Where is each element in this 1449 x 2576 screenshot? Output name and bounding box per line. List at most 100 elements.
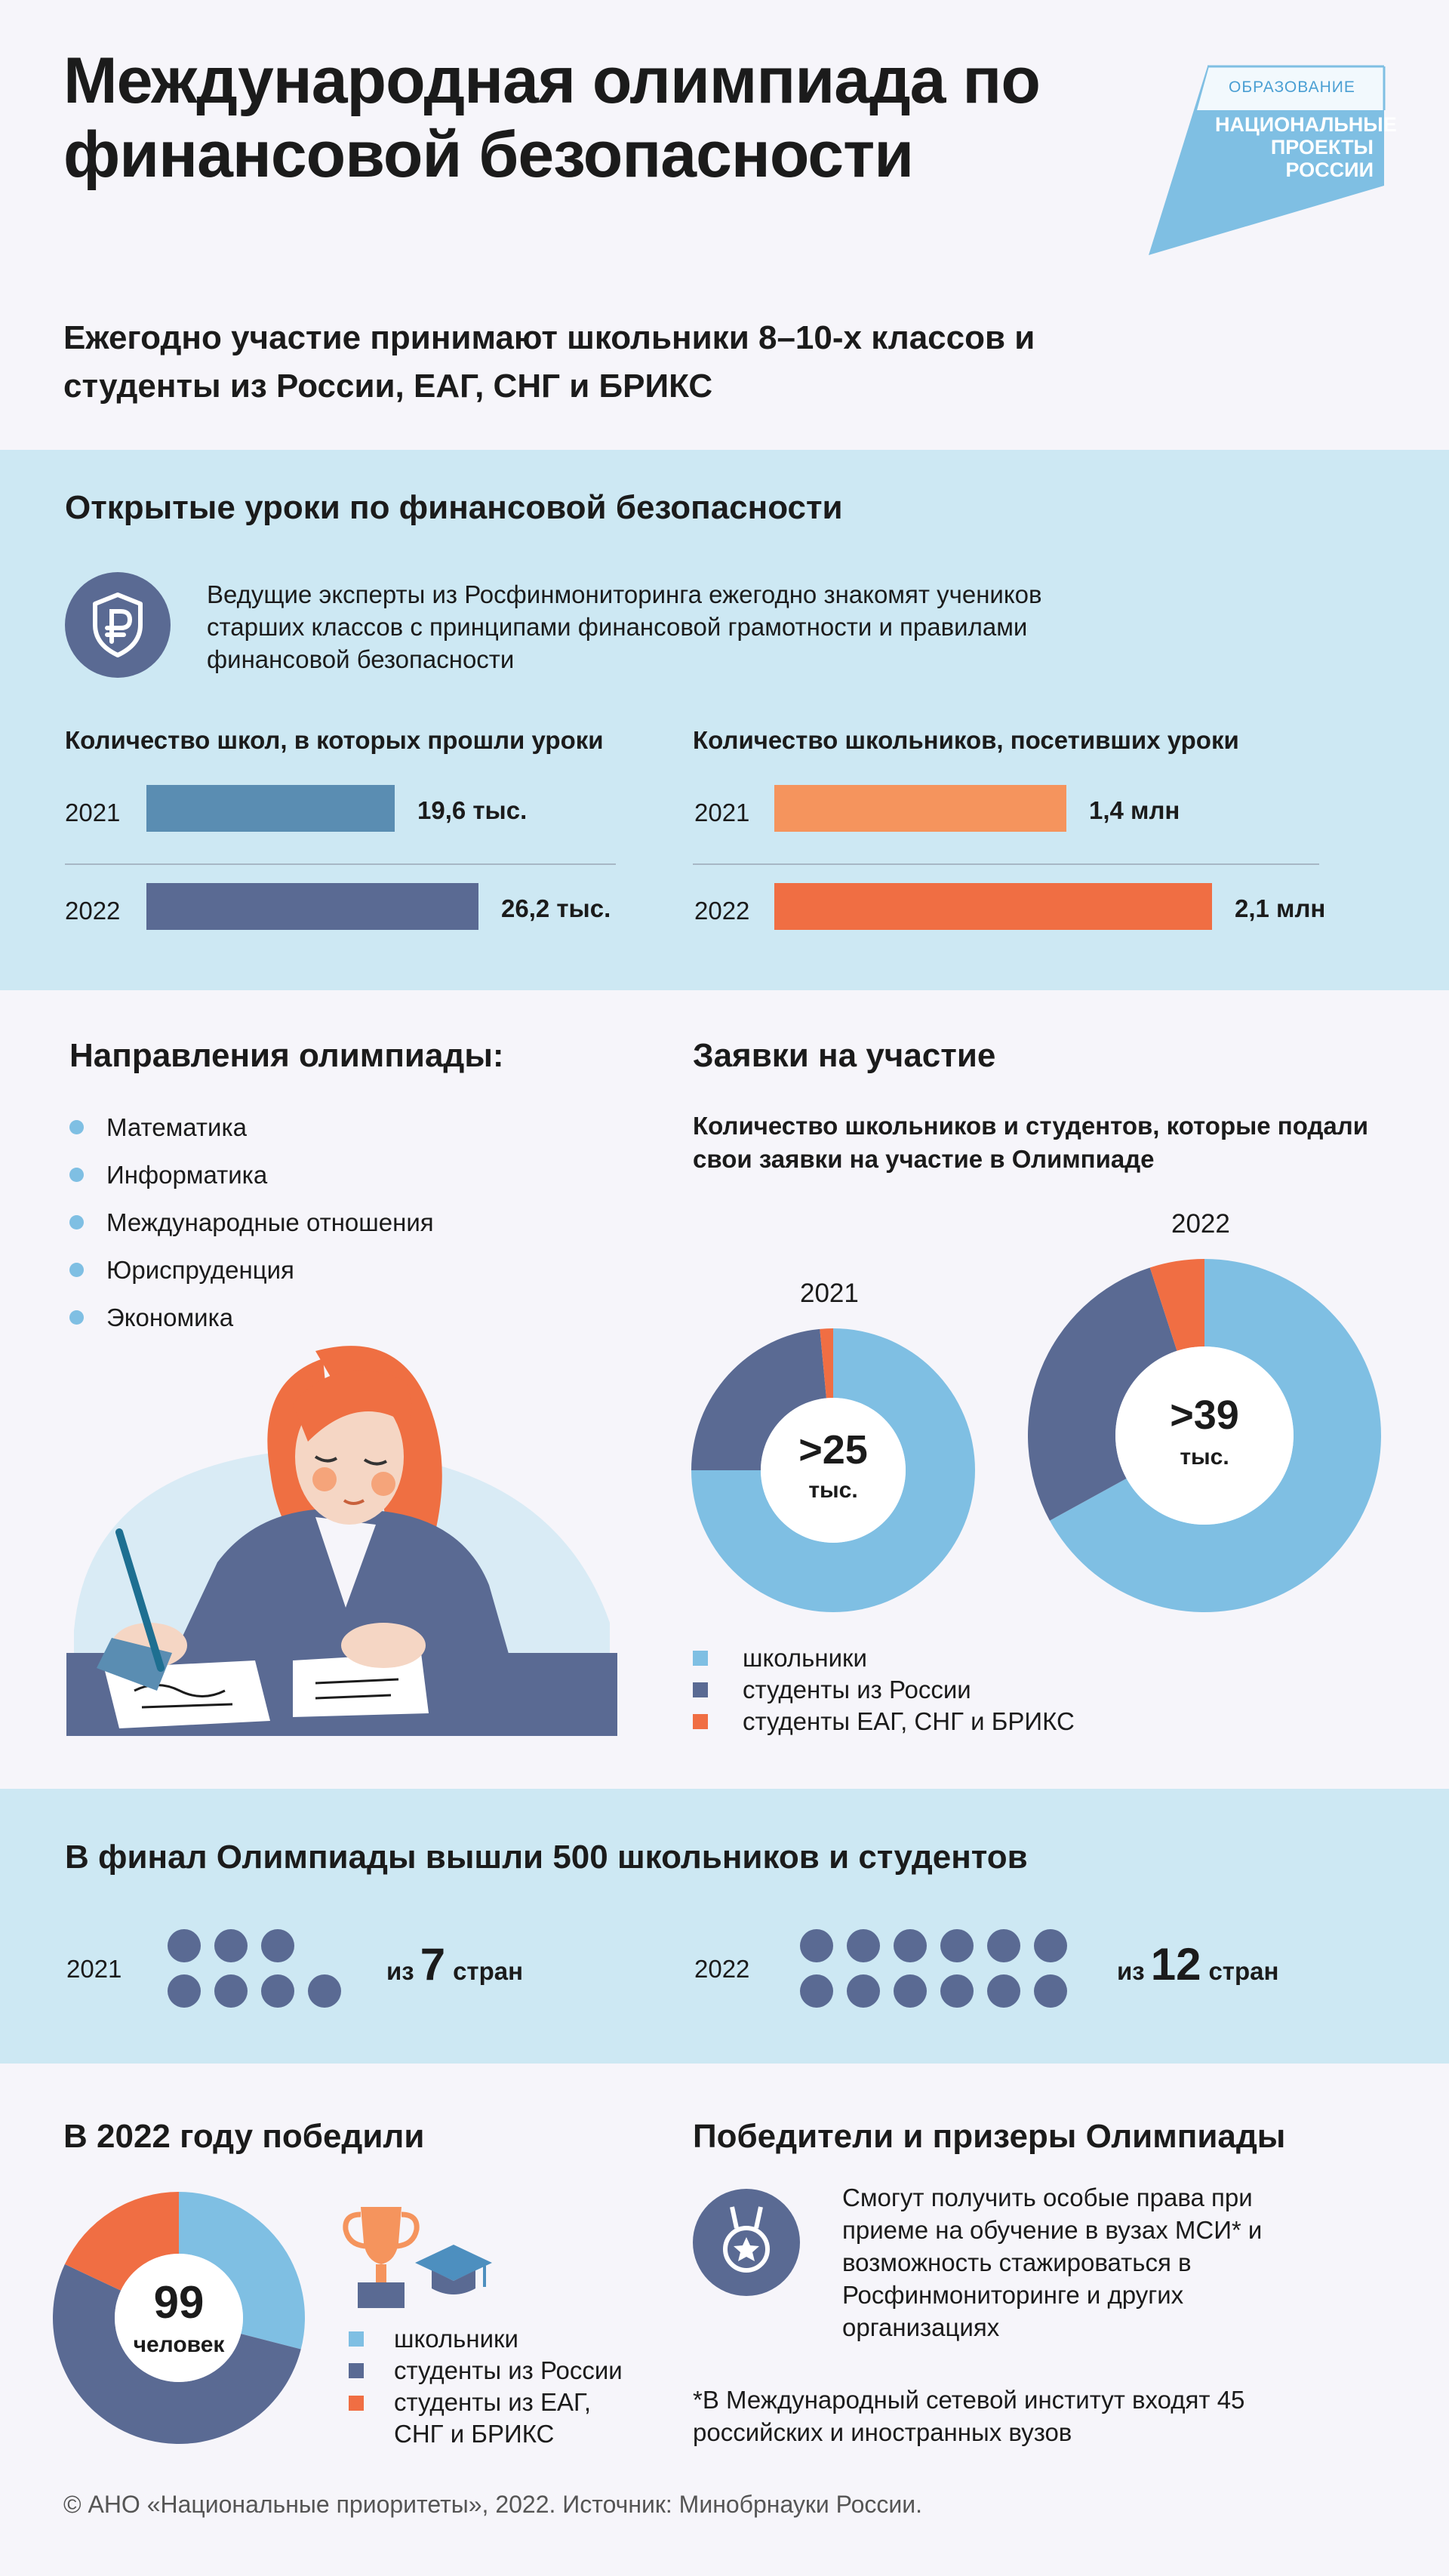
legend-swatch (349, 2363, 364, 2378)
legend-swatch (693, 1714, 708, 1729)
schools-bar-2022 (146, 883, 478, 930)
page-subtitle: Ежегодно участие принимают школьники 8–1… (63, 319, 1035, 405)
country-dot (847, 1974, 880, 2008)
list-item: Математика (69, 1103, 598, 1151)
winners-donut: 99 человек (53, 2192, 306, 2444)
direction-label: Экономика (106, 1303, 234, 1331)
donut-center-unit: человек (133, 2332, 225, 2357)
country-dot (940, 1974, 974, 2008)
donut-hole (1115, 1346, 1294, 1525)
directions-title: Направления олимпиады: (69, 1037, 504, 1074)
legend-label: школьники (743, 1644, 867, 1672)
medal-icon (693, 2189, 800, 2296)
applications-donut-2022: >39 тыс. (1028, 1259, 1381, 1612)
country-dot (987, 1929, 1020, 1962)
bullet-dot (69, 1168, 84, 1182)
footer-copyright: © АНО «Национальные приоритеты», 2022. И… (63, 2491, 923, 2518)
bar-divider (65, 863, 616, 865)
country-dot (894, 1974, 927, 2008)
country-dot (800, 1974, 833, 2008)
country-dots-2022 (800, 1929, 1087, 2012)
donut-center-unit: тыс. (808, 1478, 858, 1503)
country-dot (800, 1929, 833, 1962)
donut-center-value: >25 (798, 1427, 868, 1473)
country-dot (168, 1974, 201, 2008)
donut-slice-0 (1049, 1259, 1381, 1612)
donut-slice-0 (179, 2192, 306, 2350)
bullet-dot (69, 1263, 84, 1277)
page-title: Международная олимпиада по финансовой бе… (63, 45, 1041, 191)
direction-label: Юриспруденция (106, 1255, 294, 1284)
national-projects-logo[interactable]: ОБРАЗОВАНИЕ НАЦИОНАЛЬНЫЕ ПРОЕКТЫ РОССИИ (1140, 65, 1397, 261)
final-year-2022: 2022 (694, 1955, 750, 1983)
privileges-text: Смогут получить особые права при приеме … (842, 2184, 1263, 2341)
pupils-bar-2022 (774, 883, 1212, 930)
logo-top-text: ОБРАЗОВАНИЕ (1229, 78, 1355, 96)
donut-chart-svg (691, 1328, 975, 1612)
legend-swatch (693, 1651, 708, 1666)
bar-value-label: 1,4 млн (1089, 796, 1180, 824)
country-dot (940, 1929, 974, 1962)
graduation-cap-icon (412, 2240, 495, 2301)
legend-swatch (693, 1682, 708, 1697)
country-dot (987, 1974, 1020, 2008)
logo-line-2: ПРОЕКТЫ (1270, 136, 1374, 158)
legend-label: студенты из России (394, 2356, 623, 2384)
pupils-chart-title: Количество школьников, посетивших уроки (693, 726, 1239, 754)
legend-label: студенты ЕАГ, СНГ и БРИКС (743, 1707, 1075, 1735)
privileges-title: Победители и призеры Олимпиады (693, 2118, 1286, 2155)
bar-year-label: 2021 (694, 799, 750, 826)
final-section (0, 1789, 1449, 2064)
country-dot (1034, 1974, 1067, 2008)
list-item: Экономика (69, 1294, 598, 1341)
donut-center-value: 99 (153, 2277, 205, 2328)
legend-item: школьники (349, 2323, 666, 2355)
winners-legend: школьники студенты из России студенты из… (349, 2323, 666, 2450)
countries-count-2022: из 12 стран (1117, 1938, 1278, 1990)
donut-slice-2 (1149, 1259, 1204, 1351)
applications-subtitle: Количество школьников и студентов, котор… (693, 1112, 1369, 1173)
bar-year-label: 2021 (65, 799, 121, 826)
list-item: Информатика (69, 1151, 598, 1199)
legend-item: студенты из России (693, 1674, 1075, 1706)
country-dot (214, 1974, 248, 2008)
donut-center-unit: тыс. (1180, 1445, 1229, 1470)
list-item: Международные отношения (69, 1199, 598, 1246)
legend-item: студенты ЕАГ, СНГ и БРИКС (693, 1706, 1075, 1737)
legend-item: студенты из ЕАГ, СНГ и БРИКС (349, 2387, 666, 2450)
country-dot (894, 1929, 927, 1962)
donut-slice-2 (820, 1328, 833, 1399)
countries-number: 7 (420, 1939, 446, 1990)
privileges-footnote: *В Международный сетевой институт входят… (693, 2386, 1245, 2446)
applications-legend: школьники студенты из России студенты ЕА… (693, 1642, 1075, 1737)
country-dot (261, 1974, 294, 2008)
schools-bar-2021 (146, 785, 395, 832)
bullet-dot (69, 1120, 84, 1134)
legend-item: школьники (693, 1642, 1075, 1674)
donut-slice-1 (691, 1328, 826, 1470)
applications-donut-2021: >25 тыс. (691, 1328, 975, 1612)
legend-label: студенты из России (743, 1676, 971, 1703)
pupils-bar-chart: 2021 1,4 млн 2022 2,1 млн (693, 785, 1327, 943)
legend-swatch (349, 2396, 364, 2411)
lessons-title: Открытые уроки по финансовой безопасност… (65, 489, 843, 526)
student-writing-illustration (66, 1336, 617, 1736)
list-item: Юриспруденция (69, 1246, 598, 1294)
bar-value-label: 19,6 тыс. (417, 796, 528, 824)
logo-shape-icon (1149, 65, 1386, 255)
country-dot (308, 1974, 341, 2008)
schools-bar-chart: 2021 19,6 тыс. 2022 26,2 тыс. (65, 785, 623, 943)
logo-line-3: РОССИИ (1285, 158, 1374, 181)
applications-title: Заявки на участие (693, 1037, 996, 1074)
trophy-icon (340, 2201, 423, 2310)
bar-year-label: 2022 (694, 897, 750, 925)
legend-item: студенты из России (349, 2355, 666, 2387)
logo-line-1: НАЦИОНАЛЬНЫЕ (1215, 113, 1397, 136)
bar-value-label: 2,1 млн (1235, 894, 1326, 922)
donut-slice-2 (64, 2192, 179, 2291)
donut-hole (761, 1398, 906, 1543)
donut-year-label-2022: 2022 (1171, 1209, 1230, 1239)
donut-slice-0 (691, 1328, 975, 1612)
countries-prefix: из (1117, 1957, 1145, 1985)
schools-chart-title: Количество школ, в которых прошли уроки (65, 726, 604, 754)
